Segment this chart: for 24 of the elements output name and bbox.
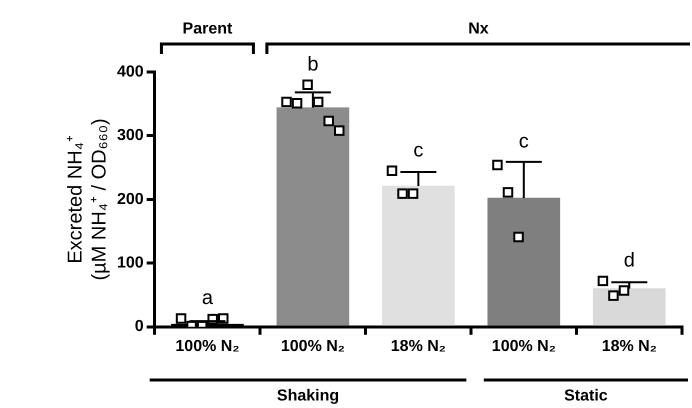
x-tick-label: 100% N₂ bbox=[492, 338, 556, 355]
y-tick-label: 300 bbox=[116, 127, 144, 144]
annotation: b bbox=[307, 53, 318, 76]
x-tick-label: 18% N₂ bbox=[602, 338, 657, 355]
x-tick-label: 100% N₂ bbox=[280, 338, 345, 355]
y-axis-title: Excreted NH₄⁺ (µM NH₄⁺ / OD₆₆₀) bbox=[64, 118, 111, 281]
annotation: c bbox=[518, 130, 529, 152]
y-tick-label: 100 bbox=[116, 254, 144, 272]
text: Parent bbox=[182, 20, 233, 38]
y-tick-label: 200 bbox=[116, 190, 144, 208]
text: Shaking bbox=[276, 387, 340, 404]
y-tick-label: 0 bbox=[134, 318, 144, 336]
bar bbox=[487, 198, 560, 326]
text: Static bbox=[564, 387, 608, 404]
bar bbox=[382, 186, 455, 326]
annotation: a bbox=[202, 287, 214, 310]
x-tick-label: 100% N₂ bbox=[175, 338, 240, 355]
bar bbox=[592, 288, 666, 326]
x-tick-label: 18% N₂ bbox=[390, 338, 446, 355]
bar bbox=[276, 107, 350, 326]
text: Nx bbox=[468, 20, 489, 38]
annotation: c bbox=[413, 139, 424, 162]
y-tick-label: 400 bbox=[116, 63, 144, 80]
annotation: d bbox=[624, 249, 635, 272]
